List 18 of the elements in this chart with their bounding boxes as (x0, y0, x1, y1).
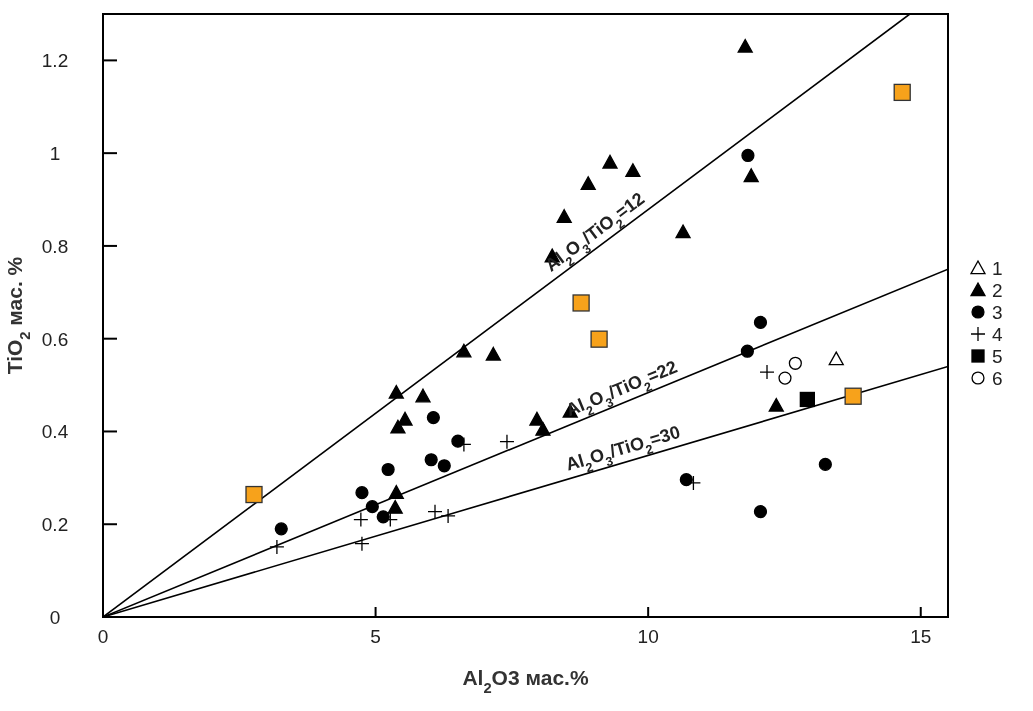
y-tick-label: 0.8 (41, 235, 69, 257)
legend-label: 1 (992, 258, 1003, 279)
x-tick-label: 15 (910, 626, 932, 647)
x-axis-title: Al$_{2}$O3 мас.% (462, 666, 589, 696)
x-tick-label: 5 (370, 626, 381, 647)
x-tick-label: 0 (97, 626, 109, 647)
y-tick-label: 1.2 (41, 50, 69, 72)
y-tick-label: 0.4 (41, 421, 69, 443)
legend-label: 6 (992, 368, 1003, 389)
legend-label: 4 (992, 324, 1003, 345)
legend-label: 3 (992, 302, 1003, 323)
y-tick-label: 0.6 (41, 328, 69, 350)
y-tick-label: 0.2 (41, 514, 69, 536)
legend-label: 2 (992, 280, 1003, 301)
y-tick-label: 1 (49, 143, 61, 165)
legend-label: 5 (992, 346, 1003, 367)
y-tick-label: 0 (49, 607, 61, 628)
x-tick-label: 10 (637, 626, 659, 647)
